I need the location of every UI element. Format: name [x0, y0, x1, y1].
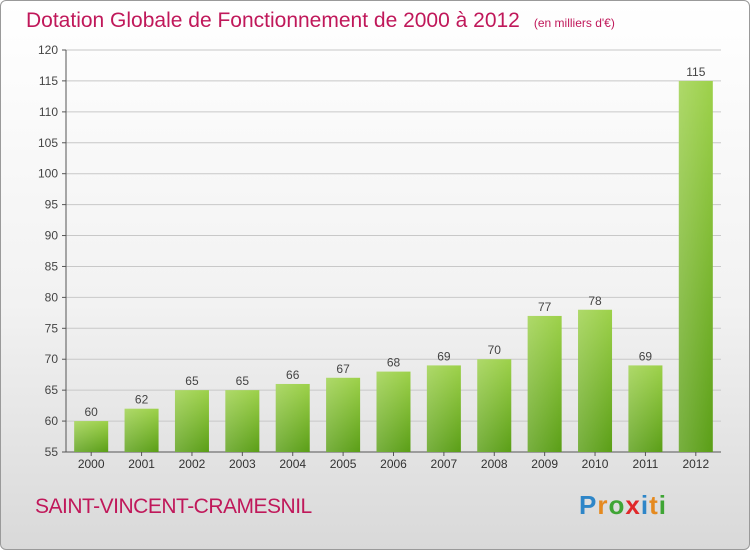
x-tick-label: 2012: [682, 457, 709, 471]
y-tick-label: 90: [45, 229, 59, 243]
bar-highlight: [376, 371, 411, 452]
y-tick-label: 120: [38, 43, 58, 57]
bar-highlight: [477, 359, 512, 452]
bar-highlight: [678, 80, 713, 452]
chart-title: Dotation Globale de Fonctionnement de 20…: [26, 9, 615, 33]
bar-highlight: [578, 309, 613, 452]
chart-subtitle: (en milliers d'€): [533, 16, 615, 30]
proxiti-logo: Proxiti: [579, 490, 667, 521]
y-tick-label: 95: [45, 198, 59, 212]
bar-highlight: [527, 315, 562, 452]
bar-highlight: [426, 365, 461, 452]
x-tick-label: 2005: [330, 457, 357, 471]
y-tick-label: 70: [45, 352, 59, 366]
y-tick-label: 60: [45, 414, 59, 428]
bar-highlight: [74, 421, 109, 452]
x-tick-label: 2002: [179, 457, 206, 471]
x-tick-label: 2010: [582, 457, 609, 471]
x-tick-label: 2006: [380, 457, 407, 471]
bar-highlight: [174, 390, 209, 452]
bar-value-label: 65: [236, 374, 250, 388]
y-tick-label: 85: [45, 259, 59, 273]
y-tick-label: 110: [39, 105, 58, 119]
logo-letter: i: [640, 490, 650, 520]
x-tick-label: 2011: [633, 457, 659, 471]
x-tick-label: 2001: [128, 457, 155, 471]
bar-value-label: 69: [639, 349, 653, 363]
bar-value-label: 77: [538, 300, 552, 314]
bar-highlight: [225, 390, 260, 452]
y-tick-label: 80: [45, 290, 59, 304]
logo-letter: o: [608, 490, 626, 520]
x-tick-label: 2007: [431, 457, 458, 471]
x-tick-label: 2004: [279, 457, 306, 471]
bar-value-label: 70: [488, 343, 502, 357]
bar-value-label: 65: [185, 374, 199, 388]
logo-letter: t: [649, 490, 659, 520]
bar-value-label: 69: [437, 349, 451, 363]
bar-highlight: [275, 383, 310, 452]
x-tick-label: 2009: [531, 457, 558, 471]
bar-highlight: [326, 377, 361, 452]
y-tick-label: 100: [38, 167, 58, 181]
title-text: Dotation Globale de Fonctionnement de 20…: [26, 9, 520, 32]
bar-highlight: [124, 408, 159, 452]
bar-highlight: [628, 365, 663, 452]
logo-letter: x: [625, 490, 641, 520]
x-tick-label: 2000: [78, 457, 105, 471]
commune-name: SAINT-VINCENT-CRAMESNIL: [35, 495, 312, 518]
y-tick-label: 55: [45, 445, 59, 459]
bar-value-label: 60: [85, 405, 99, 419]
bar-value-label: 66: [286, 368, 300, 382]
x-tick-label: 2008: [481, 457, 508, 471]
logo-letter: P: [579, 490, 598, 520]
bar-value-label: 62: [135, 393, 149, 407]
y-tick-label: 75: [45, 321, 59, 335]
bar-value-label: 78: [588, 294, 602, 308]
bar-value-label: 68: [387, 356, 401, 370]
y-tick-label: 105: [38, 136, 58, 150]
logo-letter: r: [597, 490, 609, 520]
y-tick-label: 65: [45, 383, 59, 397]
y-tick-label: 115: [39, 74, 58, 88]
bar-value-label: 67: [336, 362, 350, 376]
logo-letter: i: [658, 490, 667, 520]
bar-value-label: 115: [686, 65, 705, 79]
x-tick-label: 2003: [229, 457, 256, 471]
